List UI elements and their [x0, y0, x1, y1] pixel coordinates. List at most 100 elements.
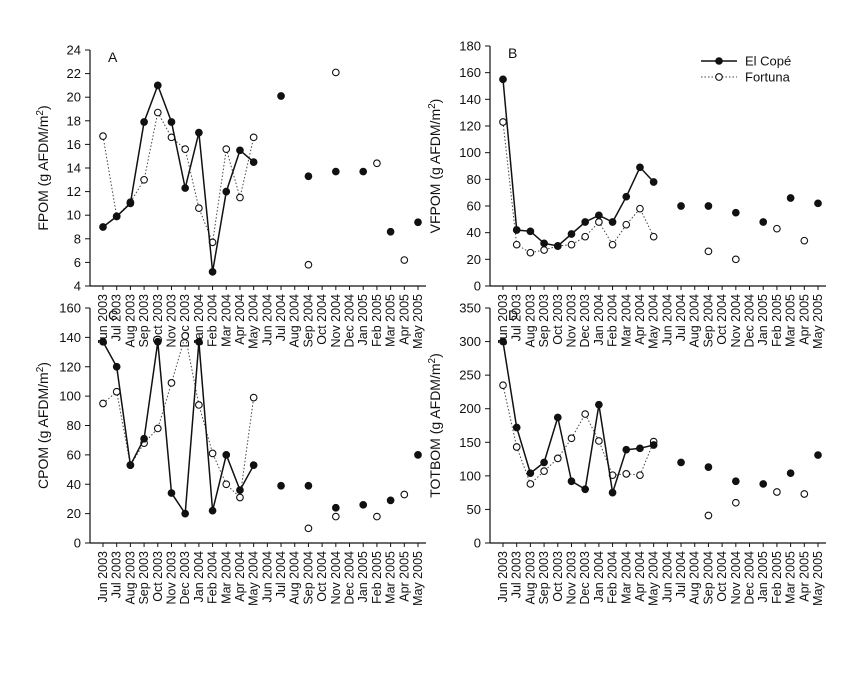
x-tick-label: Nov 2004: [729, 551, 743, 605]
data-point-fortuna: [704, 247, 713, 256]
data-point-el-cope: [99, 223, 107, 231]
data-point-el-cope: [414, 218, 422, 227]
data-point-el-cope: [595, 400, 603, 409]
data-point-el-cope: [649, 441, 658, 449]
data-point-fortuna: [622, 220, 631, 229]
y-axis-label: CPOM (g AFDM/m2): [35, 362, 51, 489]
y-tick-label: 4: [74, 279, 81, 294]
data-point-fortuna: [540, 246, 548, 254]
x-tick-label: May 2004: [247, 294, 261, 349]
x-tick-label: Jul 2004: [674, 551, 688, 598]
series-line-el-cope: [102, 341, 255, 516]
data-point-fortuna: [608, 240, 617, 249]
x-tick-label: Feb 2005: [770, 551, 784, 604]
y-axis-label-sup: 2: [427, 357, 438, 363]
x-tick-label: Oct 2004: [315, 551, 329, 602]
x-tick-label: Apr 2005: [797, 551, 811, 602]
x-tick-label: Oct 2003: [551, 294, 565, 345]
x-tick-label: Sep 2004: [301, 294, 315, 348]
x-tick-label: Nov 2003: [564, 551, 578, 605]
data-point-el-cope: [608, 218, 617, 226]
series-line-el-cope: [102, 83, 255, 272]
y-tick-label: 140: [459, 92, 481, 107]
data-point-fortuna: [304, 260, 313, 269]
y-axis-label: VFPOM (g AFDM/m2): [427, 99, 443, 234]
x-tick-label: Jan 2004: [592, 294, 606, 345]
data-point-el-cope: [499, 337, 507, 346]
y-tick-label: 0: [474, 536, 481, 551]
data-point-el-cope: [304, 172, 313, 181]
series-line-el-cope: [502, 79, 655, 247]
x-tick-label: Nov 2003: [164, 294, 178, 348]
y-axis-label-end: ): [35, 105, 51, 110]
data-point-fortuna: [99, 132, 107, 140]
panel-letter: B: [508, 45, 517, 61]
data-point-el-cope: [814, 199, 822, 208]
x-tick-label: Sep 2004: [701, 294, 715, 348]
y-tick-label: 8: [74, 231, 81, 246]
x-tick-label: Jan 2005: [756, 551, 770, 602]
x-tick-label: Aug 2004: [288, 294, 302, 348]
data-point-el-cope: [331, 503, 340, 512]
data-point-fortuna: [167, 379, 176, 387]
y-tick-label: 6: [74, 255, 81, 270]
data-point-fortuna: [731, 498, 740, 507]
data-point-fortuna: [331, 512, 340, 521]
data-point-el-cope: [126, 461, 135, 470]
x-tick-label: Sep 2003: [537, 294, 551, 348]
data-point-el-cope: [567, 477, 576, 486]
x-tick-label: Oct 2004: [715, 294, 729, 345]
x-tick-label: Feb 2005: [370, 551, 384, 604]
data-point-el-cope: [540, 239, 548, 248]
x-tick-label: May 2005: [411, 294, 425, 349]
data-point-fortuna: [195, 401, 203, 409]
x-tick-label: Jan 2005: [756, 294, 770, 345]
data-point-el-cope: [581, 485, 590, 494]
data-point-el-cope: [386, 496, 395, 505]
x-tick-label: Feb 2005: [770, 294, 784, 347]
data-point-el-cope: [167, 118, 176, 126]
data-point-fortuna: [249, 133, 258, 142]
x-tick-label: Mar 2004: [619, 551, 633, 604]
data-point-fortuna: [222, 145, 231, 153]
data-point-fortuna: [153, 108, 162, 117]
x-tick-label: Jun 2003: [496, 551, 510, 602]
data-point-el-cope: [677, 458, 685, 467]
data-point-el-cope: [553, 242, 562, 250]
x-tick-label: Mar 2004: [219, 294, 233, 347]
x-tick-label: Oct 2004: [315, 294, 329, 345]
x-tick-label: Jan 2004: [192, 551, 206, 602]
data-point-el-cope: [649, 178, 658, 186]
y-tick-label: 22: [67, 66, 81, 81]
x-tick-label: Oct 2003: [551, 551, 565, 602]
data-point-el-cope: [540, 458, 548, 467]
y-tick-label: 50: [467, 502, 481, 517]
data-point-el-cope: [814, 451, 822, 459]
data-point-el-cope: [731, 477, 740, 486]
data-point-fortuna: [153, 424, 162, 433]
x-tick-label: Sep 2003: [137, 294, 151, 348]
x-tick-label: Aug 2004: [688, 551, 702, 605]
y-axis-label: TOTBOM (g AFDM/m2): [427, 353, 443, 498]
y-tick-label: 180: [459, 39, 481, 54]
data-point-fortuna: [373, 512, 381, 521]
x-tick-label: Apr 2004: [233, 294, 247, 345]
y-axis-label-end: ): [35, 362, 51, 367]
data-point-fortuna: [181, 332, 190, 340]
x-tick-label: Apr 2004: [633, 294, 647, 345]
x-tick-label: Jul 2003: [110, 551, 124, 598]
y-tick-label: 20: [67, 506, 81, 521]
y-tick-label: 40: [467, 225, 481, 240]
data-point-el-cope: [277, 92, 285, 100]
data-point-fortuna: [208, 449, 217, 458]
x-tick-label: Aug 2003: [123, 294, 137, 348]
x-tick-label: May 2005: [411, 551, 425, 606]
x-tick-label: May 2004: [247, 551, 261, 606]
data-point-fortuna: [499, 118, 507, 126]
x-tick-label: May 2004: [647, 551, 661, 606]
data-point-el-cope: [167, 489, 176, 497]
y-tick-label: 24: [67, 43, 81, 58]
